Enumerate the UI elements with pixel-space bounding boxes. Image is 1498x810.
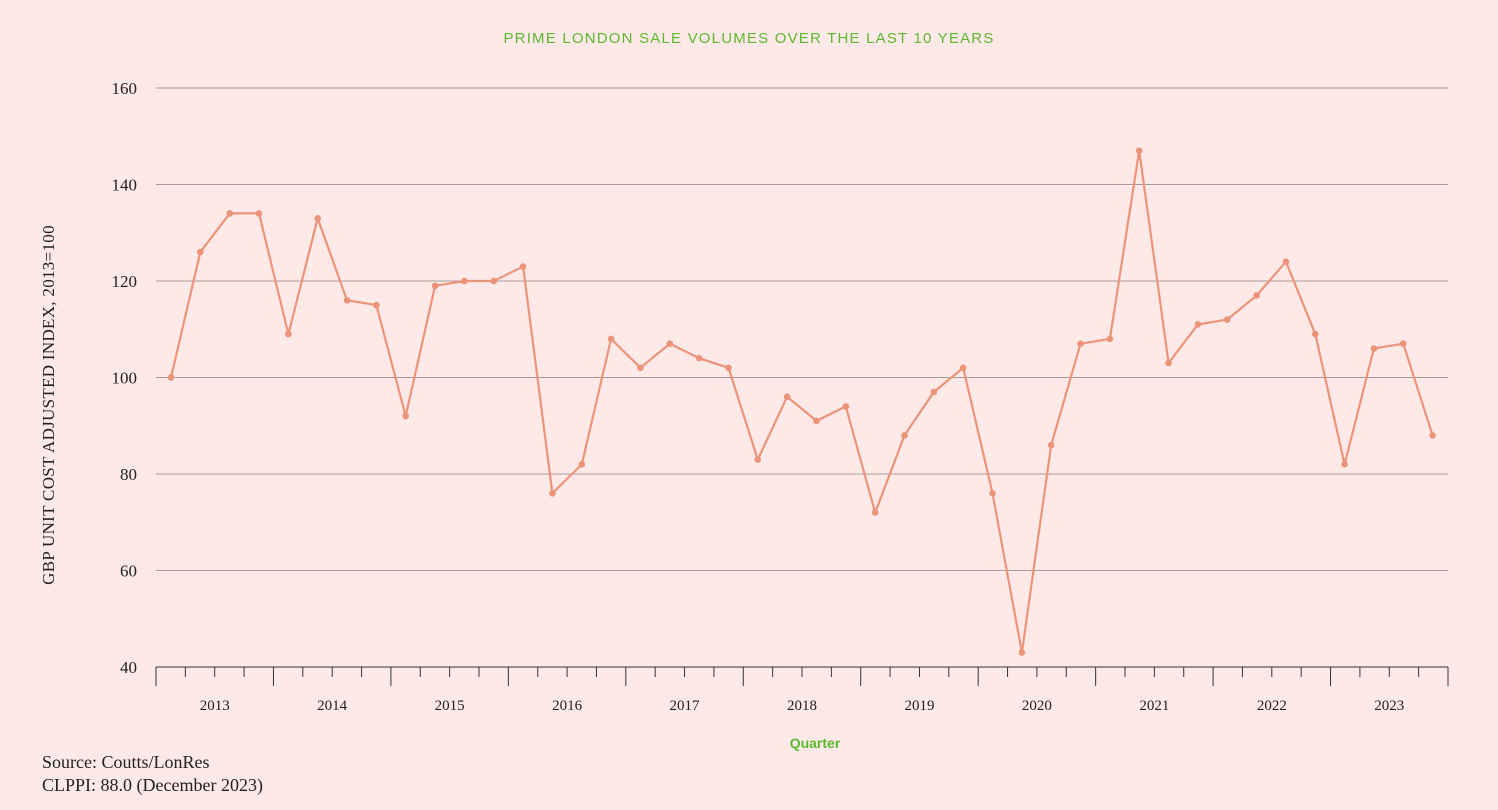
x-tick-label-2013: 2013 — [200, 698, 230, 714]
data-point-41 — [1370, 345, 1378, 352]
x-tick-label-2022: 2022 — [1257, 698, 1287, 714]
data-point-17 — [666, 340, 674, 348]
x-tick-label-2019: 2019 — [904, 698, 934, 714]
data-point-23 — [842, 403, 850, 410]
data-point-40 — [1341, 461, 1348, 468]
data-point-34 — [1165, 359, 1172, 367]
data-point-38 — [1282, 258, 1290, 266]
y-tick-label-40: 40 — [120, 658, 137, 677]
x-tick-label-2014: 2014 — [317, 698, 348, 714]
y-tick-label-100: 100 — [112, 369, 138, 388]
data-point-37 — [1253, 292, 1260, 299]
data-point-3 — [255, 210, 263, 217]
data-point-30 — [1047, 441, 1055, 449]
x-tick-label-2017: 2017 — [670, 698, 701, 714]
data-point-6 — [343, 297, 351, 304]
x-axis — [155, 666, 1449, 686]
data-point-22 — [813, 417, 820, 425]
data-point-7 — [373, 301, 380, 309]
x-tick-label-2021: 2021 — [1139, 698, 1169, 714]
data-point-42 — [1399, 340, 1407, 348]
x-axis-label: Quarter — [790, 735, 841, 751]
data-point-19 — [725, 364, 732, 372]
data-point-27 — [959, 364, 967, 372]
data-point-9 — [431, 282, 439, 290]
y-tick-label-120: 120 — [112, 272, 138, 291]
y-tick-label-140: 140 — [112, 176, 138, 195]
data-point-32 — [1106, 335, 1114, 343]
data-point-16 — [637, 364, 644, 372]
data-point-12 — [519, 263, 527, 270]
data-point-8 — [402, 412, 410, 420]
data-point-31 — [1077, 340, 1084, 348]
data-point-0 — [167, 374, 175, 381]
data-point-13 — [549, 490, 556, 497]
data-points — [167, 147, 1436, 656]
clppi-note: CLPPI: 88.0 (December 2023) — [42, 775, 263, 795]
x-tick-label-2016: 2016 — [552, 698, 583, 714]
data-point-10 — [461, 277, 468, 285]
data-point-18 — [695, 354, 703, 362]
data-point-11 — [490, 277, 498, 285]
grid-lines — [156, 87, 1448, 571]
data-point-15 — [607, 335, 615, 343]
source-note: Source: Coutts/LonRes — [42, 752, 210, 772]
x-tick-label-2015: 2015 — [435, 698, 465, 714]
chart-title: PRIME LONDON SALE VOLUMES OVER THE LAST … — [503, 30, 994, 47]
data-point-14 — [578, 461, 586, 468]
data-point-39 — [1311, 330, 1319, 338]
y-axis-label: GBP UNIT COST ADJUSTED INDEX, 2013=100 — [39, 225, 58, 585]
data-point-26 — [930, 388, 938, 396]
y-axis-ticks: 40 60 80 100 120 140 160 — [112, 79, 138, 677]
data-point-2 — [226, 210, 233, 217]
data-point-33 — [1135, 147, 1143, 155]
x-axis-tick-labels: 2013 2014 2015 2016 2017 2018 2019 2020 2021 2022… — [200, 698, 1405, 714]
y-tick-label-80: 80 — [120, 465, 137, 484]
x-tick-label-2018: 2018 — [787, 698, 817, 714]
data-point-25 — [901, 432, 908, 439]
data-point-35 — [1194, 321, 1202, 328]
data-point-20 — [754, 456, 762, 463]
x-tick-label-2020: 2020 — [1022, 698, 1052, 714]
data-point-29 — [1018, 649, 1026, 656]
y-tick-label-160: 160 — [112, 79, 138, 98]
data-point-21 — [783, 393, 791, 401]
data-point-43 — [1429, 432, 1436, 439]
data-point-5 — [314, 214, 322, 222]
data-point-4 — [285, 330, 292, 338]
y-tick-label-60: 60 — [120, 562, 137, 581]
data-point-1 — [197, 248, 204, 256]
series-line — [169, 149, 1434, 654]
data-point-28 — [989, 490, 996, 497]
x-tick-label-2023: 2023 — [1374, 698, 1404, 714]
series-polyline — [169, 149, 1434, 654]
data-point-36 — [1223, 316, 1231, 323]
data-point-24 — [871, 509, 879, 516]
